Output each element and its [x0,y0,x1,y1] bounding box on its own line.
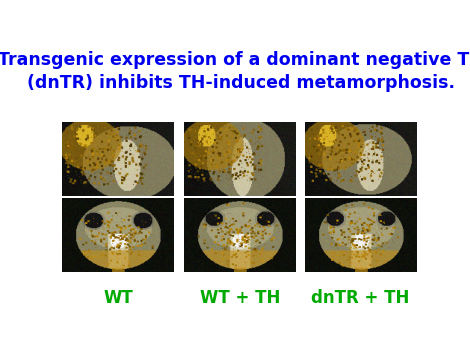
Text: dnTR + TH: dnTR + TH [311,289,409,307]
Text: Transgenic expression of a dominant negative TR: Transgenic expression of a dominant nega… [0,51,470,69]
Text: (dnTR) inhibits TH-induced metamorphosis.: (dnTR) inhibits TH-induced metamorphosis… [27,74,455,92]
Text: WT + TH: WT + TH [200,289,280,307]
Text: WT: WT [103,289,133,307]
